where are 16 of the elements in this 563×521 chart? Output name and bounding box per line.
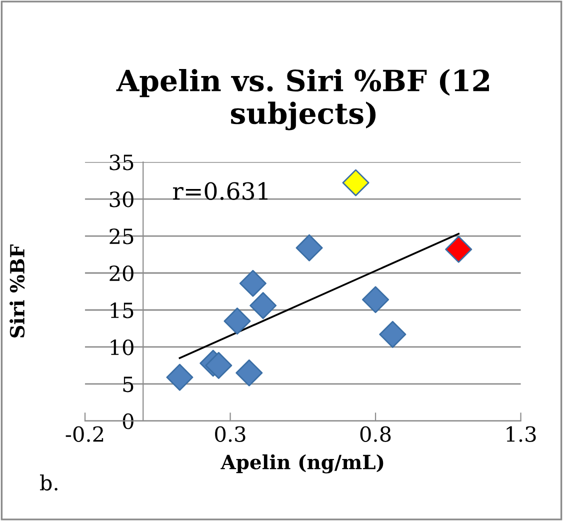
- x-tick-label: 0.8: [360, 426, 391, 442]
- y-tick-label: 30: [110, 191, 134, 208]
- x-tick-label: -0.2: [66, 426, 104, 442]
- y-tick-label: 25: [110, 228, 134, 244]
- y-axis-title: Siri %BF: [10, 244, 25, 338]
- y-tick-label: 5: [123, 376, 134, 392]
- x-tick-label: 0.3: [215, 426, 246, 442]
- x-axis-title: Apelin (ng/mL): [220, 454, 384, 474]
- y-tick-label: 15: [110, 302, 134, 318]
- y-tick-label: 35: [110, 154, 134, 170]
- x-tick-label: 1.3: [506, 426, 536, 442]
- annotation: r=0.631: [173, 182, 268, 200]
- y-tick-label: 10: [110, 339, 134, 356]
- text: b.: [40, 474, 58, 491]
- chart-title: Apelin vs. Siri %BF (12 subjects): [116, 68, 489, 130]
- y-tick-label: 20: [110, 265, 134, 282]
